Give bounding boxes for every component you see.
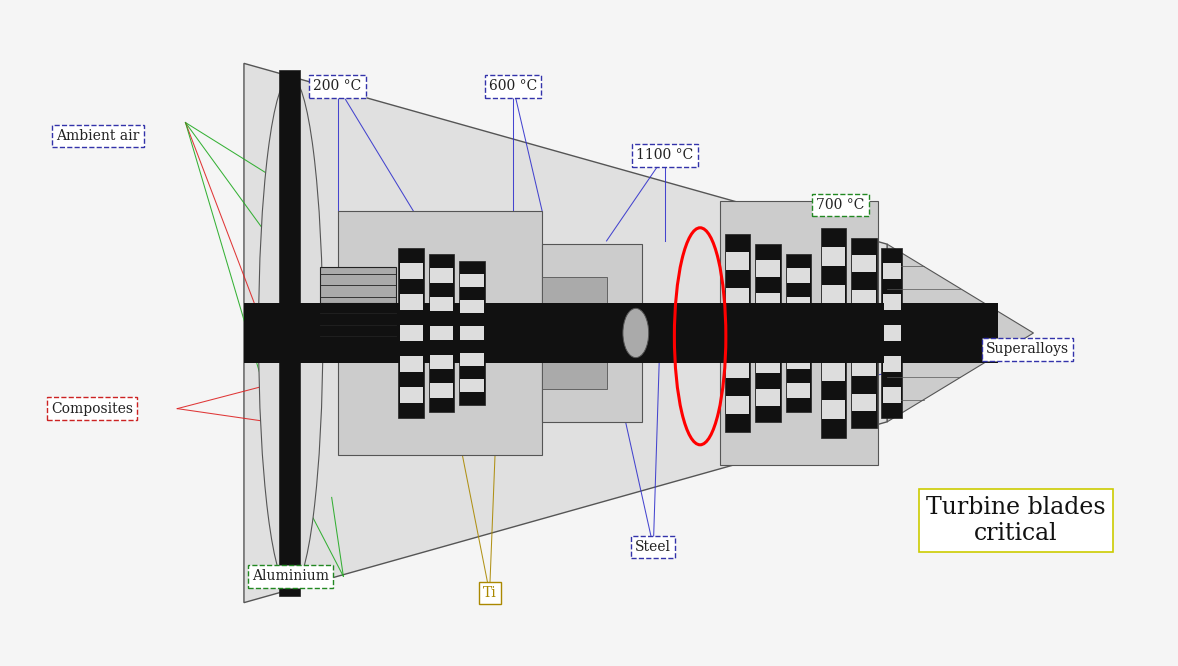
FancyBboxPatch shape bbox=[822, 324, 845, 342]
Text: Ambient air: Ambient air bbox=[57, 129, 139, 143]
FancyBboxPatch shape bbox=[787, 326, 810, 340]
FancyBboxPatch shape bbox=[726, 324, 749, 342]
FancyBboxPatch shape bbox=[822, 362, 845, 381]
FancyBboxPatch shape bbox=[430, 354, 454, 369]
FancyBboxPatch shape bbox=[726, 396, 749, 414]
FancyBboxPatch shape bbox=[646, 308, 674, 358]
FancyBboxPatch shape bbox=[542, 277, 607, 389]
FancyBboxPatch shape bbox=[787, 268, 810, 283]
FancyBboxPatch shape bbox=[399, 294, 423, 310]
Text: 600 °C: 600 °C bbox=[489, 79, 537, 93]
Polygon shape bbox=[887, 244, 1033, 422]
FancyBboxPatch shape bbox=[461, 353, 484, 366]
Text: Composites: Composites bbox=[51, 402, 133, 416]
FancyBboxPatch shape bbox=[724, 234, 750, 432]
FancyBboxPatch shape bbox=[786, 254, 812, 412]
FancyBboxPatch shape bbox=[398, 248, 424, 418]
FancyBboxPatch shape bbox=[430, 297, 454, 312]
FancyBboxPatch shape bbox=[852, 255, 875, 272]
Ellipse shape bbox=[258, 77, 323, 589]
FancyBboxPatch shape bbox=[720, 202, 878, 464]
FancyBboxPatch shape bbox=[756, 260, 780, 276]
FancyBboxPatch shape bbox=[756, 357, 780, 374]
FancyBboxPatch shape bbox=[787, 297, 810, 312]
FancyBboxPatch shape bbox=[822, 247, 845, 266]
FancyBboxPatch shape bbox=[756, 325, 780, 341]
FancyBboxPatch shape bbox=[822, 285, 845, 304]
FancyBboxPatch shape bbox=[852, 394, 875, 411]
FancyBboxPatch shape bbox=[320, 267, 396, 304]
FancyBboxPatch shape bbox=[881, 248, 902, 418]
FancyBboxPatch shape bbox=[244, 304, 999, 362]
Text: 200 °C: 200 °C bbox=[313, 79, 362, 93]
FancyBboxPatch shape bbox=[822, 400, 845, 419]
Text: Ti: Ti bbox=[483, 586, 496, 600]
Text: Turbine blades
critical: Turbine blades critical bbox=[926, 496, 1106, 545]
FancyBboxPatch shape bbox=[338, 211, 542, 455]
Text: Steel: Steel bbox=[635, 539, 671, 553]
FancyBboxPatch shape bbox=[461, 274, 484, 287]
FancyBboxPatch shape bbox=[852, 324, 875, 342]
FancyBboxPatch shape bbox=[851, 238, 876, 428]
FancyBboxPatch shape bbox=[726, 360, 749, 378]
FancyBboxPatch shape bbox=[852, 359, 875, 376]
FancyBboxPatch shape bbox=[430, 383, 454, 398]
Ellipse shape bbox=[623, 308, 649, 358]
FancyBboxPatch shape bbox=[430, 326, 454, 340]
FancyBboxPatch shape bbox=[787, 354, 810, 369]
FancyBboxPatch shape bbox=[461, 300, 484, 313]
FancyBboxPatch shape bbox=[882, 388, 901, 403]
FancyBboxPatch shape bbox=[461, 379, 484, 392]
Text: 700 °C: 700 °C bbox=[816, 198, 865, 212]
FancyBboxPatch shape bbox=[542, 244, 642, 422]
FancyBboxPatch shape bbox=[399, 263, 423, 278]
FancyBboxPatch shape bbox=[787, 383, 810, 398]
FancyBboxPatch shape bbox=[852, 290, 875, 307]
FancyBboxPatch shape bbox=[756, 292, 780, 309]
FancyBboxPatch shape bbox=[755, 244, 781, 422]
FancyBboxPatch shape bbox=[882, 263, 901, 278]
FancyBboxPatch shape bbox=[821, 228, 846, 438]
FancyBboxPatch shape bbox=[399, 356, 423, 372]
FancyBboxPatch shape bbox=[461, 326, 484, 340]
Text: Superalloys: Superalloys bbox=[986, 342, 1070, 356]
FancyBboxPatch shape bbox=[430, 268, 454, 283]
Polygon shape bbox=[244, 63, 887, 603]
FancyBboxPatch shape bbox=[726, 288, 749, 306]
FancyBboxPatch shape bbox=[882, 356, 901, 372]
FancyBboxPatch shape bbox=[459, 260, 485, 406]
FancyBboxPatch shape bbox=[279, 70, 300, 596]
FancyBboxPatch shape bbox=[720, 304, 884, 362]
Text: 1100 °C: 1100 °C bbox=[636, 149, 694, 163]
FancyBboxPatch shape bbox=[320, 307, 396, 343]
FancyBboxPatch shape bbox=[882, 294, 901, 310]
Text: Aluminium: Aluminium bbox=[252, 569, 329, 583]
FancyBboxPatch shape bbox=[882, 325, 901, 341]
FancyBboxPatch shape bbox=[726, 252, 749, 270]
FancyBboxPatch shape bbox=[429, 254, 455, 412]
FancyBboxPatch shape bbox=[756, 390, 780, 406]
FancyBboxPatch shape bbox=[399, 325, 423, 341]
FancyBboxPatch shape bbox=[399, 388, 423, 403]
